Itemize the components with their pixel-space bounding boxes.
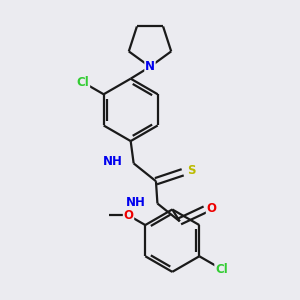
Text: Cl: Cl	[215, 263, 228, 276]
Text: NH: NH	[103, 155, 123, 168]
Text: NH: NH	[126, 196, 146, 208]
Text: Cl: Cl	[77, 76, 89, 89]
Text: O: O	[124, 209, 134, 222]
Text: O: O	[206, 202, 217, 215]
Text: S: S	[187, 164, 195, 177]
Text: N: N	[145, 60, 155, 73]
